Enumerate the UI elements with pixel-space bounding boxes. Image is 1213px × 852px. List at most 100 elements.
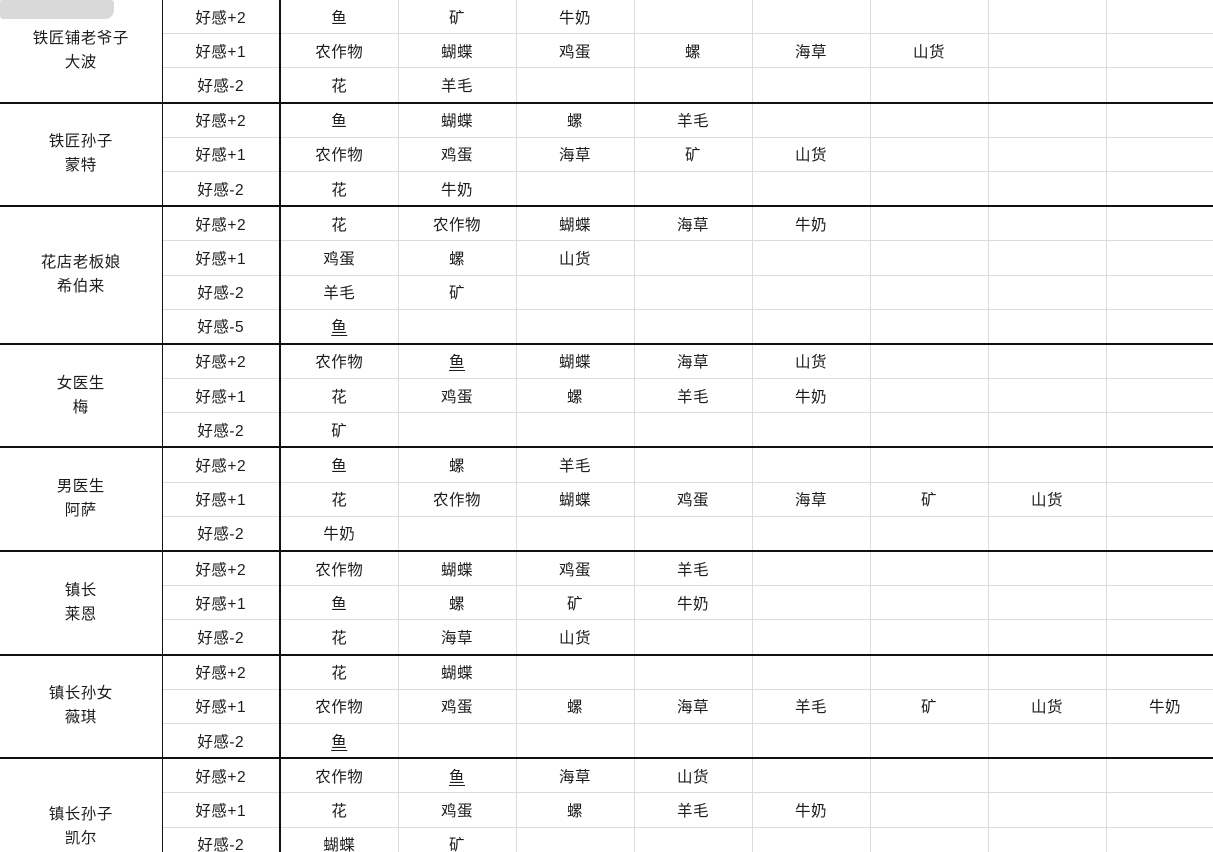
favor-level-cell: 好感+1 — [162, 378, 281, 413]
gift-item: 海草 — [558, 768, 591, 786]
gift-item-cell — [1106, 378, 1213, 413]
gift-item-cell — [1106, 758, 1213, 793]
npc-name-line: 蒙特 — [64, 157, 97, 175]
gift-item: 蝴蝶 — [440, 665, 473, 683]
gift-item: 矿 — [684, 147, 701, 165]
gift-item-cell — [870, 792, 989, 827]
gift-item: 鸡蛋 — [558, 43, 591, 61]
gift-item-cell — [870, 722, 989, 759]
gift-item-cell — [516, 654, 635, 690]
favor-row: 好感+1 花 鸡蛋 螺 羊毛 牛奶 — [0, 792, 1213, 827]
gift-item-cell: 农作物 — [280, 33, 399, 68]
gift-item: 农作物 — [432, 216, 481, 234]
gift-item-cell: 矿 — [398, 274, 517, 310]
npc-title-line: 男医生 — [56, 478, 105, 496]
gift-item-cell — [870, 447, 989, 483]
gift-item-cell: 矿 — [870, 481, 989, 517]
gift-item: 羊毛 — [440, 77, 473, 95]
npc-name-cell: 男医生 阿萨 — [0, 447, 163, 551]
gift-item: 牛奶 — [676, 595, 709, 613]
gift-item: 农作物 — [315, 768, 364, 786]
gift-item-cell — [870, 308, 989, 344]
favor-row: 镇长孙子 凯尔 好感+2 农作物鱼海草 山货 — [0, 758, 1213, 852]
gift-item-cell — [988, 722, 1107, 759]
gift-item-cell: 山货 — [988, 688, 1107, 724]
gift-item: 农作物 — [315, 561, 364, 579]
gift-item: 蝴蝶 — [440, 113, 473, 131]
favor-row: 好感-2 鱼 — [0, 722, 1213, 759]
gift-item-cell: 羊毛 — [280, 274, 399, 310]
gift-item-cell: 蝴蝶 — [516, 481, 635, 517]
gift-item-cell — [752, 758, 871, 793]
gift-item-cell: 牛奶 — [516, 0, 635, 34]
gift-item-cell: 农作物 — [280, 136, 399, 172]
gift-item-cell: 农作物 — [280, 551, 399, 586]
gift-item-cell — [634, 447, 753, 483]
gift-item: 牛奶 — [323, 526, 356, 544]
gift-item-cell — [870, 654, 989, 690]
gift-item: 矿 — [448, 837, 465, 852]
npc-name-line: 凯尔 — [64, 830, 97, 847]
favor-level-cell: 好感+1 — [162, 792, 281, 827]
gift-item: 蝴蝶 — [558, 492, 591, 510]
gift-item-cell: 蝴蝶 — [398, 33, 517, 68]
gift-item-cell — [634, 274, 753, 310]
gift-item: 螺 — [566, 802, 583, 820]
favor-row: 好感-5 鱼 — [0, 308, 1213, 344]
gift-item-cell: 花 — [280, 481, 399, 517]
gift-item-cell: 山货 — [752, 136, 871, 172]
gift-item-cell: 海草 — [516, 136, 635, 172]
gift-item-cell: 农作物 — [398, 481, 517, 517]
gift-item: 蝴蝶 — [440, 561, 473, 579]
npc-block: 镇长孙子凯尔好感+2农作物鱼海草山货好感+1花鸡蛋螺羊毛牛奶好感-2蝴蝶矿好感-… — [0, 758, 1213, 852]
gift-item-cell: 螺 — [398, 447, 517, 483]
top-left-artifact-blob — [0, 0, 114, 19]
gift-item-cell: 牛奶 — [752, 792, 871, 827]
npc-name-cell: 镇长孙女 薇琪 — [0, 654, 163, 759]
favor-row: 铁匠铺老爷子 大波 好感+2 鱼 矿 牛奶 — [0, 0, 1213, 103]
gift-item-cell — [988, 136, 1107, 172]
gift-item-underlined: 鱼 — [448, 768, 465, 786]
gift-item-cell: 牛奶 — [1106, 688, 1213, 724]
gift-item-cell: 矿 — [516, 585, 635, 620]
gift-item-cell — [870, 170, 989, 207]
gift-item-cell — [870, 102, 989, 138]
gift-item-cell — [1106, 170, 1213, 207]
gift-item-cell: 蝴蝶 — [280, 826, 399, 852]
gift-item-cell — [988, 240, 1107, 275]
gift-item: 羊毛 — [794, 699, 827, 717]
gift-item: 海草 — [676, 216, 709, 234]
gift-item: 鱼 — [331, 458, 348, 476]
npc-name-line: 希伯来 — [56, 278, 105, 295]
gift-item: 山货 — [794, 147, 827, 165]
gift-item-cell — [516, 412, 635, 448]
favor-level-cell: 好感+2 — [162, 447, 281, 483]
gift-item-cell — [988, 412, 1107, 448]
gift-item-cell: 花 — [280, 67, 399, 103]
gift-item-cell — [516, 170, 635, 207]
gift-item: 花 — [331, 802, 348, 820]
favor-row: 好感-2 花 海草 山货 — [0, 619, 1213, 655]
npc-title-line: 女医生 — [56, 374, 105, 392]
gift-item: 矿 — [331, 422, 348, 440]
gift-item-cell — [1106, 240, 1213, 275]
gift-item: 蝴蝶 — [323, 837, 356, 852]
gift-item: 鸡蛋 — [440, 147, 473, 165]
gift-item: 螺 — [448, 595, 465, 613]
gift-item-cell — [1106, 585, 1213, 620]
favor-level-cell: 好感-2 — [162, 722, 281, 759]
favor-level-cell: 好感-2 — [162, 170, 281, 207]
favor-row: 好感+1 花 鸡蛋 螺 羊毛 牛奶 — [0, 378, 1213, 413]
gift-item-cell: 鱼 — [280, 308, 399, 344]
npc-block: 铁匠铺老爷子 大波 好感+2 鱼 矿 牛奶 好感+1 农作物 蝴蝶 鸡蛋 螺 海草 山货 好感-2 花 羊毛 — [0, 0, 1213, 103]
npc-title-line: 镇长孙子 — [48, 805, 113, 823]
favor-level-cell: 好感+2 — [162, 758, 281, 793]
gift-item-cell — [752, 274, 871, 310]
gift-item-cell — [870, 378, 989, 413]
gift-item-cell: 矿 — [634, 136, 753, 172]
gift-item: 羊毛 — [676, 388, 709, 406]
gift-item-cell: 山货 — [516, 240, 635, 275]
gift-item-cell: 羊毛 — [752, 688, 871, 724]
gift-item-cell — [752, 826, 871, 852]
gift-item-cell — [634, 654, 753, 690]
